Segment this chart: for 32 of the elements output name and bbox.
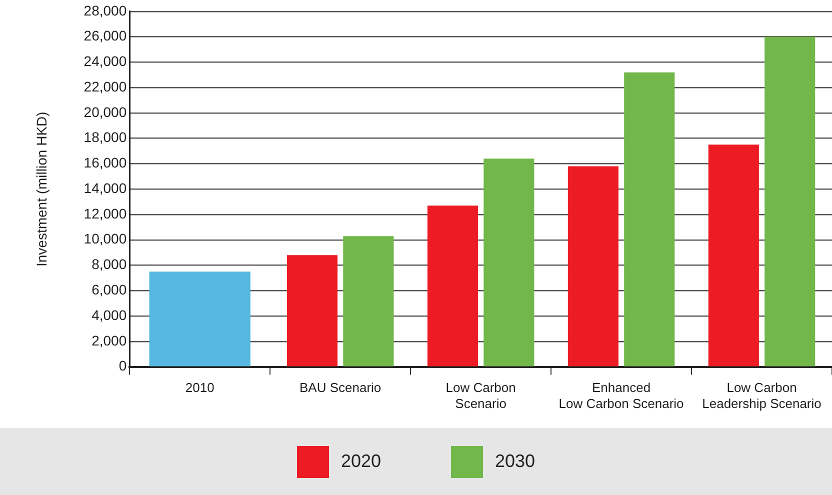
x-tick-label: Low Carbon Scenario xyxy=(446,380,516,411)
bar xyxy=(708,144,759,366)
legend-label: 2030 xyxy=(495,451,536,472)
bar xyxy=(568,166,618,366)
bar xyxy=(286,255,338,366)
y-tick-label: 2,000 xyxy=(92,332,127,348)
y-axis-title: Investment (million HKD) xyxy=(33,112,50,267)
y-tick-label: 26,000 xyxy=(84,28,127,44)
x-tick-label: Low Carbon Leadership Scenario xyxy=(702,380,822,411)
legend-label: 2020 xyxy=(340,451,381,472)
y-tick-label: 8,000 xyxy=(92,256,127,272)
y-tick-label: 20,000 xyxy=(84,104,127,120)
y-tick-label: 0 xyxy=(118,358,127,374)
bar xyxy=(427,206,478,366)
bar xyxy=(484,158,534,366)
bar xyxy=(149,272,250,366)
y-tick-label: 6,000 xyxy=(92,282,127,298)
y-tick-label: 24,000 xyxy=(84,53,127,70)
y-tick-label: 12,000 xyxy=(84,205,127,222)
bar xyxy=(624,72,675,366)
y-tick-label: 14,000 xyxy=(84,180,127,196)
y-tick-label: 4,000 xyxy=(92,306,127,323)
y-tick-label: 22,000 xyxy=(84,78,127,94)
x-tick-label: Enhanced Low Carbon Scenario xyxy=(558,380,684,411)
bar xyxy=(343,236,394,366)
bar xyxy=(764,36,816,366)
x-tick-label: 2010 xyxy=(185,380,214,396)
y-tick-label: 16,000 xyxy=(84,154,127,171)
y-tick-label: 28,000 xyxy=(84,2,127,18)
y-tick-label: 10,000 xyxy=(84,230,127,247)
y-tick-label: 18,000 xyxy=(84,129,127,146)
x-tick-label: BAU Scenario xyxy=(300,380,382,396)
